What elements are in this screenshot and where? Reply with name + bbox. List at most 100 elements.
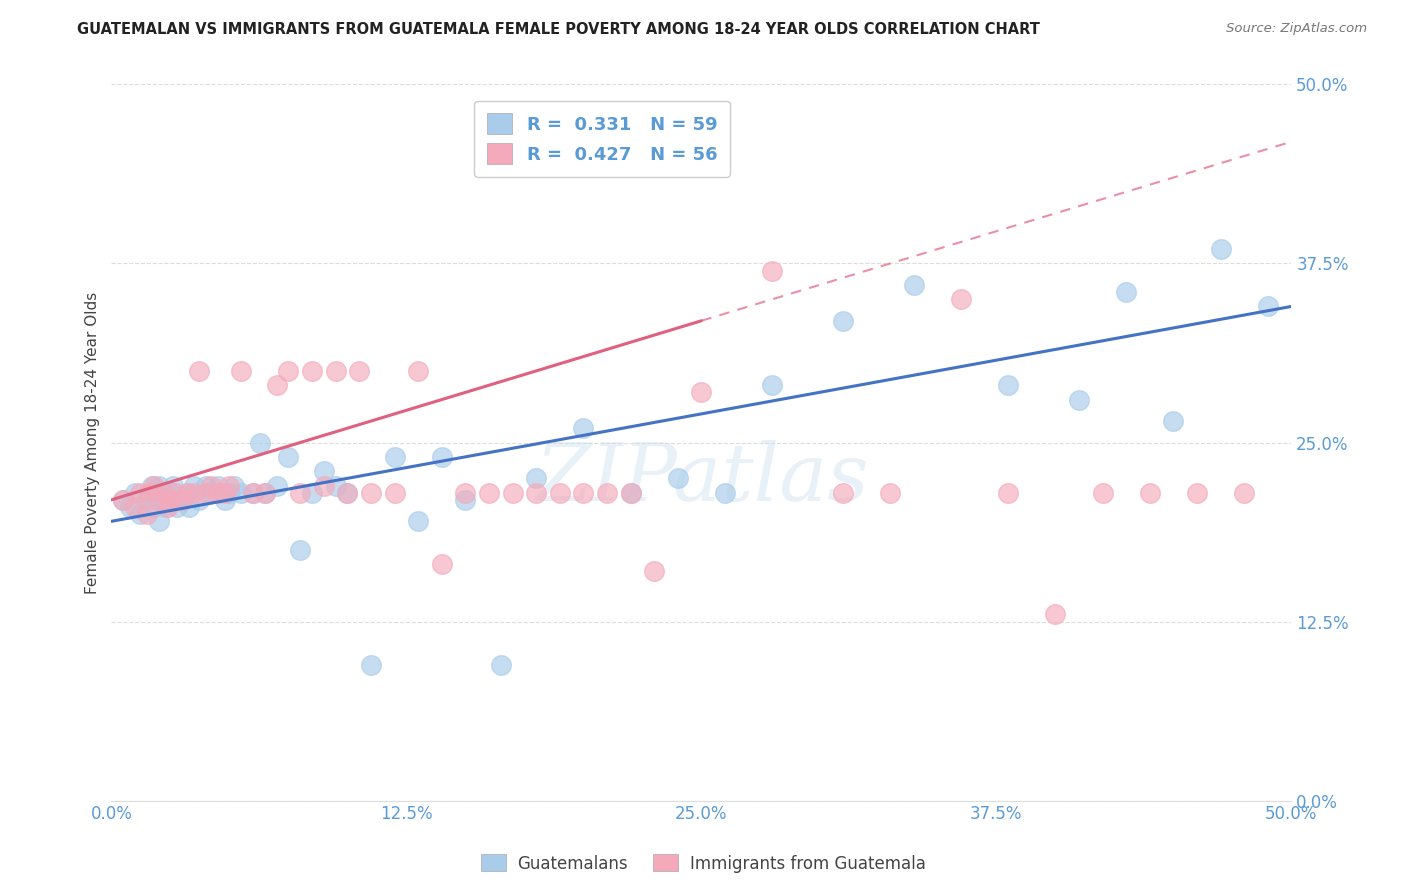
Point	[277, 364, 299, 378]
Legend: R =  0.331   N = 59, R =  0.427   N = 56: R = 0.331 N = 59, R = 0.427 N = 56	[474, 101, 730, 177]
Point	[502, 485, 524, 500]
Point	[249, 435, 271, 450]
Point	[194, 485, 217, 500]
Point	[142, 478, 165, 492]
Point	[879, 485, 901, 500]
Point	[242, 485, 264, 500]
Point	[1139, 485, 1161, 500]
Point	[949, 293, 972, 307]
Point	[666, 471, 689, 485]
Point	[325, 364, 347, 378]
Point	[1091, 485, 1114, 500]
Point	[548, 485, 571, 500]
Point	[1045, 607, 1067, 622]
Point	[142, 500, 165, 514]
Point	[454, 485, 477, 500]
Point	[231, 364, 253, 378]
Point	[112, 492, 135, 507]
Point	[489, 657, 512, 672]
Point	[141, 478, 163, 492]
Point	[666, 142, 689, 156]
Point	[903, 277, 925, 292]
Point	[214, 485, 236, 500]
Point	[218, 478, 240, 492]
Point	[207, 485, 229, 500]
Point	[218, 485, 240, 500]
Point	[643, 565, 665, 579]
Point	[138, 485, 160, 500]
Point	[187, 492, 209, 507]
Point	[148, 514, 170, 528]
Point	[832, 314, 855, 328]
Point	[277, 450, 299, 464]
Point	[1185, 485, 1208, 500]
Point	[165, 492, 187, 507]
Point	[524, 471, 547, 485]
Point	[336, 485, 359, 500]
Point	[714, 485, 737, 500]
Point	[165, 485, 187, 500]
Point	[596, 485, 619, 500]
Point	[1257, 300, 1279, 314]
Point	[430, 450, 453, 464]
Point	[1209, 242, 1232, 256]
Point	[266, 478, 288, 492]
Point	[524, 485, 547, 500]
Point	[384, 450, 406, 464]
Point	[155, 500, 177, 514]
Point	[207, 478, 229, 492]
Point	[619, 485, 641, 500]
Point	[159, 485, 181, 500]
Point	[290, 543, 312, 558]
Point	[162, 478, 184, 492]
Point	[997, 378, 1019, 392]
Point	[761, 263, 783, 277]
Text: Source: ZipAtlas.com: Source: ZipAtlas.com	[1226, 22, 1367, 36]
Point	[200, 478, 222, 492]
Point	[135, 492, 157, 507]
Point	[138, 485, 160, 500]
Point	[336, 485, 359, 500]
Point	[152, 485, 174, 500]
Point	[301, 364, 323, 378]
Point	[200, 485, 222, 500]
Point	[1163, 414, 1185, 428]
Point	[761, 378, 783, 392]
Legend: Guatemalans, Immigrants from Guatemala: Guatemalans, Immigrants from Guatemala	[474, 847, 932, 880]
Point	[242, 485, 264, 500]
Point	[159, 492, 181, 507]
Point	[478, 485, 501, 500]
Point	[572, 485, 595, 500]
Point	[231, 485, 253, 500]
Point	[312, 478, 335, 492]
Point	[384, 485, 406, 500]
Point	[1233, 485, 1256, 500]
Point	[266, 378, 288, 392]
Point	[166, 500, 188, 514]
Point	[179, 500, 201, 514]
Point	[360, 485, 382, 500]
Point	[454, 492, 477, 507]
Point	[997, 485, 1019, 500]
Text: ZIPatlas: ZIPatlas	[534, 440, 868, 517]
Point	[112, 492, 135, 507]
Point	[145, 485, 167, 500]
Point	[187, 364, 209, 378]
Point	[224, 478, 246, 492]
Point	[1115, 285, 1137, 300]
Point	[290, 485, 312, 500]
Point	[148, 478, 170, 492]
Point	[176, 485, 198, 500]
Point	[135, 507, 157, 521]
Point	[214, 492, 236, 507]
Point	[194, 478, 217, 492]
Point	[120, 500, 142, 514]
Point	[430, 558, 453, 572]
Point	[253, 485, 276, 500]
Point	[406, 514, 429, 528]
Point	[124, 500, 146, 514]
Point	[183, 478, 205, 492]
Point	[325, 478, 347, 492]
Point	[183, 485, 205, 500]
Point	[124, 485, 146, 500]
